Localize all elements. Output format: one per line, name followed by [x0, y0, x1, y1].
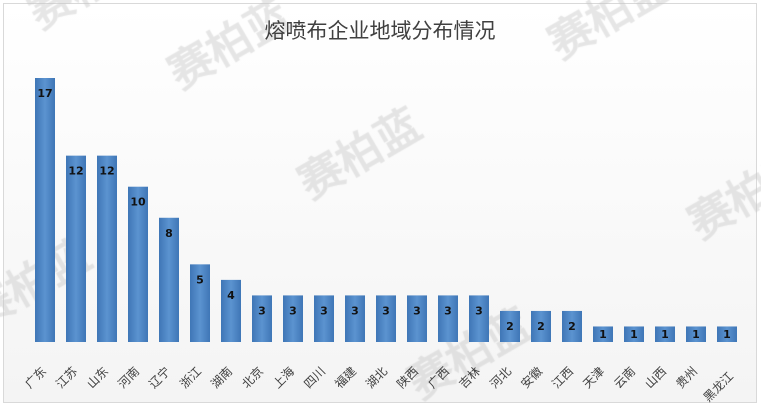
x-tick-label: 山东 [84, 364, 111, 391]
x-tick-label: 黑龙江 [701, 369, 736, 404]
data-label: 12 [99, 165, 114, 178]
x-tick-label: 江苏 [53, 364, 80, 391]
bar-湖南 [221, 279, 241, 342]
data-label: 3 [475, 304, 483, 317]
x-tick-label: 贵州 [673, 364, 700, 391]
data-label: 2 [568, 320, 576, 333]
x-tick-label: 天津 [580, 364, 607, 391]
data-label: 8 [165, 227, 173, 240]
x-tick-label: 山西 [642, 364, 669, 391]
data-label: 3 [351, 304, 359, 317]
bar-天津 [593, 326, 613, 342]
bar-浙江 [190, 264, 210, 342]
x-tick-label: 广东 [22, 364, 49, 391]
bar-陕西 [407, 295, 427, 342]
data-label: 3 [289, 304, 297, 317]
chart-title: 熔喷布企业地域分布情况 [265, 19, 496, 43]
bar-广西 [438, 295, 458, 342]
bar-四川 [314, 295, 334, 342]
bar-上海 [283, 295, 303, 342]
bar-福建 [345, 295, 365, 342]
x-tick-label: 吉林 [456, 364, 483, 391]
x-tick-label: 上海 [270, 364, 298, 392]
x-tick-label: 云南 [611, 364, 639, 392]
bar-北京 [252, 295, 272, 342]
bar-河北 [500, 310, 520, 342]
x-tick-label: 河北 [487, 364, 514, 391]
data-label: 12 [68, 165, 83, 178]
data-label: 1 [599, 328, 607, 341]
data-label: 3 [258, 304, 266, 317]
bar-山西 [655, 326, 675, 342]
bar-山东 [97, 155, 117, 342]
data-label: 2 [506, 320, 514, 333]
bar-吉林 [469, 295, 489, 342]
bar-辽宁 [159, 217, 179, 342]
data-label: 3 [444, 304, 452, 317]
bar-黑龙江 [717, 326, 737, 342]
bar-河南 [128, 186, 148, 342]
bar-贵州 [686, 326, 706, 342]
bar-广东 [35, 78, 55, 342]
data-label: 1 [630, 328, 638, 341]
data-label: 1 [723, 328, 731, 341]
x-tick-label: 湖北 [363, 364, 391, 392]
x-tick-label: 浙江 [177, 364, 204, 391]
data-label: 3 [413, 304, 421, 317]
data-label: 4 [227, 289, 235, 302]
data-label: 17 [37, 87, 52, 100]
data-label: 1 [692, 328, 700, 341]
x-tick-label: 江西 [549, 364, 576, 391]
x-tick-label: 辽宁 [146, 364, 174, 392]
x-tick-label: 广西 [425, 364, 452, 391]
x-tick-label: 湖南 [208, 364, 236, 392]
x-tick-label: 北京 [239, 364, 266, 391]
data-label: 2 [537, 320, 545, 333]
x-tick-label: 陕西 [394, 364, 422, 392]
data-label: 3 [320, 304, 328, 317]
data-label: 10 [130, 196, 146, 209]
x-tick-label: 河南 [115, 364, 143, 392]
data-label: 1 [661, 328, 669, 341]
bar-江西 [562, 310, 582, 342]
data-label: 5 [196, 273, 204, 286]
x-tick-label: 福建 [332, 364, 360, 392]
data-label: 3 [382, 304, 390, 317]
bar-安徽 [531, 310, 551, 342]
bar-湖北 [376, 295, 396, 342]
bar-江苏 [66, 155, 86, 342]
bar-云南 [624, 326, 644, 342]
x-tick-label: 四川 [301, 364, 328, 391]
x-tick-label: 安徽 [518, 364, 546, 392]
